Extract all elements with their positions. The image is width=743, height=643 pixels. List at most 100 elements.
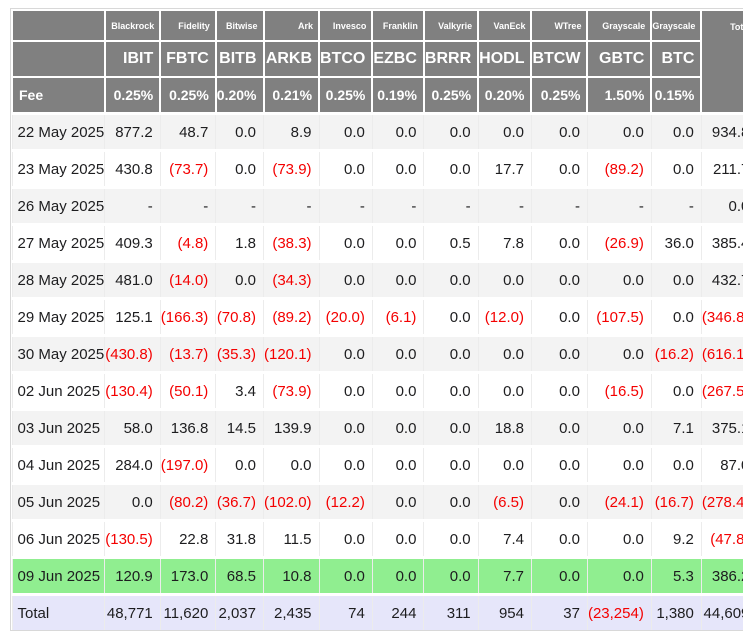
- value-cell: (4.8): [159, 223, 217, 262]
- value-cell: (35.3): [215, 334, 264, 373]
- issuer-header-cell: Invesco: [318, 9, 374, 42]
- fee-cell: 0.25%: [159, 76, 217, 115]
- column-total-cell: 2,037: [215, 593, 264, 630]
- row-total-cell: 385.4: [700, 223, 743, 262]
- value-cell: (130.5): [104, 519, 161, 558]
- date-cell: 26 May 2025: [11, 186, 106, 225]
- column-total-cell: 74: [318, 593, 373, 630]
- value-cell: 0.0: [371, 371, 425, 410]
- value-cell: (24.1): [586, 482, 652, 521]
- value-cell: 0.0: [371, 260, 425, 299]
- row-total-cell: (346.8): [700, 297, 743, 336]
- value-cell: 0.0: [650, 112, 702, 151]
- issuer-header-cell: Franklin: [371, 9, 425, 42]
- value-cell: 284.0: [104, 445, 161, 484]
- etf-flow-table: Blackrock Fidelity Bitwise Ark Invesco Frankl…: [11, 9, 743, 630]
- fee-label-cell: Fee: [11, 76, 106, 115]
- table-row: 05 Jun 2025 0.0 (80.2) (36.7) (102.0) (12.2) 0…: [11, 482, 743, 521]
- value-cell: -: [215, 186, 264, 225]
- value-cell: 0.0: [530, 445, 588, 484]
- date-cell: 03 Jun 2025: [11, 408, 106, 447]
- ticker-header-cell: BRRR: [422, 40, 480, 78]
- value-cell: 0.0: [530, 297, 588, 336]
- value-cell: 0.0: [318, 223, 373, 262]
- value-cell: (73.9): [263, 371, 320, 410]
- date-cell: 02 Jun 2025: [11, 371, 106, 410]
- table-row: 04 Jun 2025 284.0 (197.0) 0.0 0.0 0.0 0.0 0.0 0.…: [11, 445, 743, 484]
- value-cell: 0.0: [650, 149, 702, 188]
- value-cell: 125.1: [104, 297, 161, 336]
- value-cell: 0.0: [215, 112, 264, 151]
- value-cell: 0.0: [423, 371, 479, 410]
- table-row: 23 May 2025 430.8 (73.7) 0.0 (73.9) 0.0 0.0 0.0…: [11, 149, 743, 188]
- value-cell: (6.5): [477, 482, 532, 521]
- table-row: 09 Jun 2025 120.9 173.0 68.5 10.8 0.0 0.0 0.0 7.…: [11, 556, 743, 595]
- issuer-header-cell: Bitwise: [214, 9, 265, 42]
- value-cell: (13.7): [159, 334, 217, 373]
- value-cell: -: [586, 186, 652, 225]
- value-cell: -: [650, 186, 702, 225]
- value-cell: 0.0: [371, 112, 425, 151]
- value-cell: 0.0: [530, 112, 588, 151]
- value-cell: 0.0: [477, 334, 532, 373]
- value-cell: (6.1): [371, 297, 425, 336]
- value-cell: 0.0: [318, 149, 373, 188]
- table-row: 22 May 2025 877.2 48.7 0.0 8.9 0.0 0.0 0.0 0.0 0.…: [11, 112, 743, 151]
- fee-cell: 1.50%: [586, 76, 653, 115]
- row-total-cell: 432.7: [700, 260, 743, 299]
- value-cell: 11.5: [263, 519, 320, 558]
- value-cell: 0.0: [650, 445, 702, 484]
- date-cell: 29 May 2025: [11, 297, 106, 336]
- value-cell: 0.0: [318, 408, 373, 447]
- value-cell: (70.8): [215, 297, 264, 336]
- value-cell: (73.9): [263, 149, 320, 188]
- column-total-cell: 1,380: [650, 593, 702, 630]
- column-total-cell: 37: [530, 593, 588, 630]
- issuer-header-cell: Grayscale: [650, 9, 703, 42]
- value-cell: 0.0: [371, 519, 425, 558]
- value-cell: 0.0: [423, 297, 479, 336]
- table-row: 27 May 2025 409.3 (4.8) 1.8 (38.3) 0.0 0.0 0.5 7…: [11, 223, 743, 262]
- value-cell: 5.3: [650, 556, 702, 595]
- value-cell: (14.0): [159, 260, 217, 299]
- value-cell: 0.0: [530, 260, 588, 299]
- column-total-cell: 311: [423, 593, 479, 630]
- corner-cell: [11, 9, 106, 42]
- value-cell: -: [423, 186, 479, 225]
- value-cell: 7.4: [477, 519, 532, 558]
- value-cell: 0.0: [586, 519, 652, 558]
- table-row: 06 Jun 2025 (130.5) 22.8 31.8 11.5 0.0 0.0 0.0 7…: [11, 519, 743, 558]
- value-cell: 7.7: [477, 556, 532, 595]
- date-cell: 09 Jun 2025: [11, 556, 106, 595]
- value-cell: 0.0: [423, 482, 479, 521]
- value-cell: 0.0: [530, 371, 588, 410]
- fee-cell: 0.20%: [477, 76, 533, 115]
- corner-cell: [11, 40, 106, 78]
- value-cell: 0.0: [371, 334, 425, 373]
- value-cell: 0.0: [586, 408, 652, 447]
- value-cell: 0.0: [423, 334, 479, 373]
- value-cell: (107.5): [586, 297, 652, 336]
- value-cell: 0.0: [530, 149, 588, 188]
- value-cell: 120.9: [104, 556, 161, 595]
- value-cell: 0.0: [318, 334, 373, 373]
- value-cell: 139.9: [263, 408, 320, 447]
- row-total-cell: 934.8: [700, 112, 743, 151]
- value-cell: (102.0): [263, 482, 320, 521]
- value-cell: (166.3): [159, 297, 217, 336]
- value-cell: 0.0: [318, 519, 373, 558]
- value-cell: 22.8: [159, 519, 217, 558]
- row-total-cell: (278.4): [700, 482, 743, 521]
- table-row: 29 May 2025 125.1 (166.3) (70.8) (89.2) (20.0…: [11, 297, 743, 336]
- value-cell: 0.0: [586, 556, 652, 595]
- issuer-header-cell: Blackrock: [103, 9, 162, 42]
- date-cell: 04 Jun 2025: [11, 445, 106, 484]
- table-header: Blackrock Fidelity Bitwise Ark Invesco Frankl…: [11, 9, 743, 115]
- row-total-cell: 211.7: [700, 149, 743, 188]
- fee-header-row: Fee 0.25% 0.25% 0.20% 0.21% 0.25% 0.19% 0.25% 0.…: [11, 76, 743, 115]
- value-cell: 18.8: [477, 408, 532, 447]
- value-cell: 0.0: [371, 482, 425, 521]
- value-cell: 7.8: [477, 223, 532, 262]
- value-cell: 0.0: [586, 445, 652, 484]
- value-cell: 0.0: [263, 445, 320, 484]
